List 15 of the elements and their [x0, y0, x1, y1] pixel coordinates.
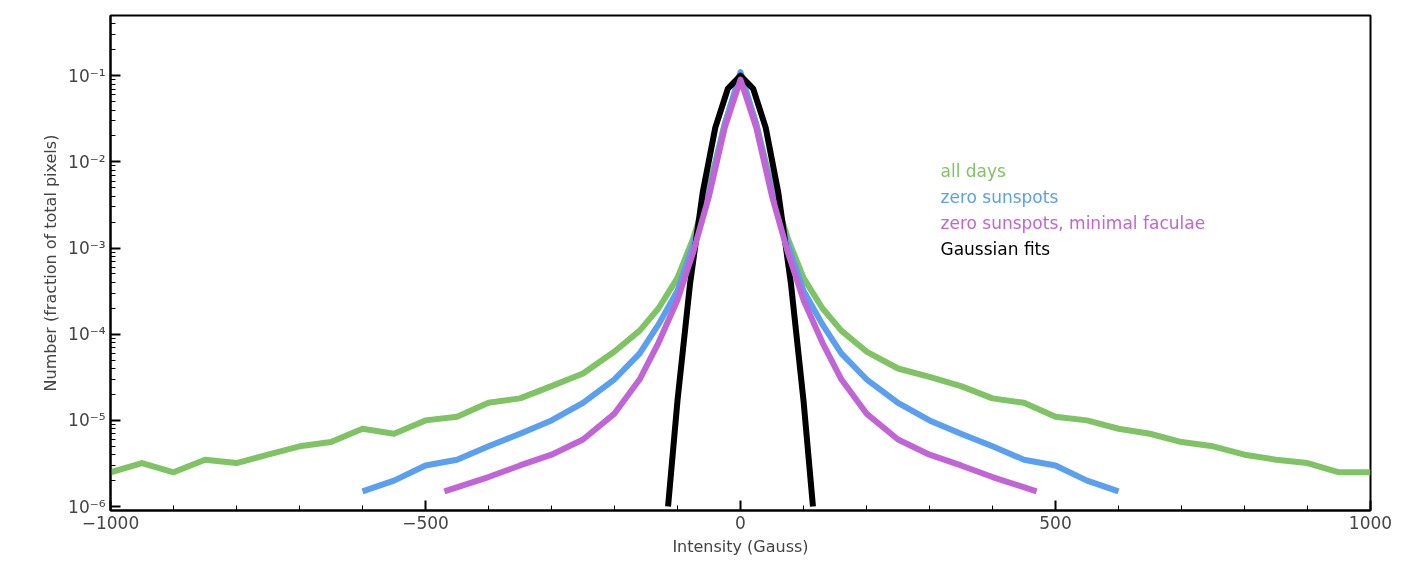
x-axis-title: Intensity (Gauss) — [672, 536, 809, 556]
text: Gaussian fits — [940, 238, 1051, 259]
y-tick-label: 10⁻⁵ — [68, 410, 106, 431]
x-tick-label: −500 — [402, 512, 449, 533]
x-tick-label: 1000 — [1348, 512, 1393, 533]
y-tick-label: 10⁻³ — [68, 238, 106, 259]
y-tick-label: 10⁻² — [68, 151, 106, 172]
x-tick-label: 0 — [735, 512, 746, 533]
y-tick-label: 10⁻⁴ — [68, 324, 106, 345]
text: zero sunspots — [940, 186, 1059, 207]
text: zero sunspots, minimal faculae — [940, 212, 1206, 233]
y-tick-label: 10⁻¹ — [68, 65, 106, 86]
x-tick-label: 500 — [1039, 512, 1072, 533]
text: all days — [940, 160, 1007, 181]
y-axis-title: Number (fraction of total pixels) — [41, 134, 61, 392]
